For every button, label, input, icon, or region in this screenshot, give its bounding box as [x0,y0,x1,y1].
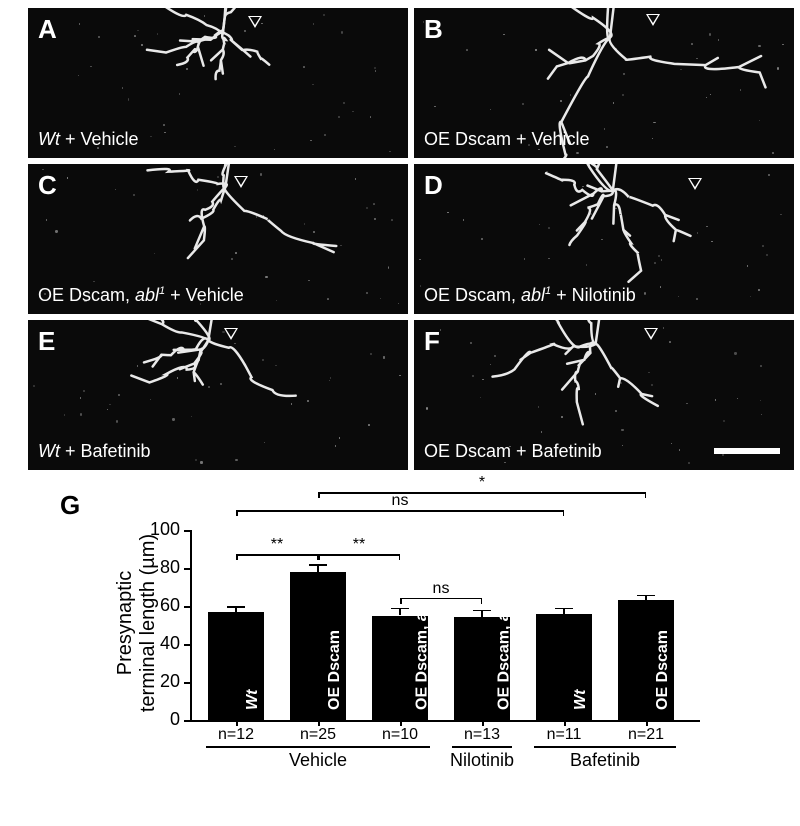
n-label: n=10 [368,726,432,744]
panel-e: E Wt + Bafetinib [28,320,408,470]
sig-bracket [318,492,646,494]
sig-bracket [236,510,238,516]
sig-bracket [318,554,320,560]
panel-c: C OE Dscam, abl1 + Vehicle [28,164,408,314]
panel-d: D OE Dscam, abl1 + Nilotinib [414,164,794,314]
sig-bracket [400,598,402,604]
panel-label: A [38,14,57,45]
sig-bracket [318,492,320,498]
panel-label: B [424,14,443,45]
y-tick [184,606,190,608]
arrowhead-icon [224,328,238,340]
sig-bracket [481,598,483,604]
group-label: Vehicle [202,750,434,771]
bar-label: Wt [244,690,262,710]
y-tick [184,720,190,722]
panel-caption: OE Dscam + Vehicle [424,129,590,150]
sig-bracket [318,554,400,556]
sig-label: ns [382,492,418,510]
y-tick [184,530,190,532]
sig-bracket [236,554,238,560]
y-axis [190,530,192,720]
arrowhead-icon [248,16,262,28]
panel-a: A Wt + Vehicle [28,8,408,158]
error-cap [309,564,327,566]
panel-label: D [424,170,443,201]
n-label: n=25 [286,726,350,744]
panel-g-label: G [60,490,80,521]
arrowhead-icon [646,14,660,26]
arrowhead-icon [644,328,658,340]
sig-label: ** [341,536,377,554]
bar-label: Wt [572,690,590,710]
n-underline [452,746,512,748]
panel-label: C [38,170,57,201]
panel-label: E [38,326,55,357]
panel-label: F [424,326,440,357]
panel-caption: OE Dscam + Bafetinib [424,441,602,462]
error-cap [391,608,409,610]
sig-bracket [399,554,401,560]
panel-caption: Wt + Bafetinib [38,441,151,462]
bar-label: OE Dscam, abl1 [408,591,431,710]
x-tick [236,720,238,726]
panel-caption: OE Dscam, abl1 + Vehicle [38,285,244,306]
arrowhead-icon [688,178,702,190]
error-cap [473,610,491,612]
x-tick [318,720,320,726]
x-tick [646,720,648,726]
sig-bracket [236,510,564,512]
y-tick [184,682,190,684]
n-label: n=21 [614,726,678,744]
group-label: Nilotinib [448,750,516,771]
scale-bar [714,448,780,454]
x-tick [482,720,484,726]
n-label: n=13 [450,726,514,744]
error-cap [555,608,573,610]
bar-label: OE Dscam [326,630,344,710]
sig-bracket [645,492,647,498]
n-label: n=11 [532,726,596,744]
arrowhead-icon [234,176,248,188]
sig-bracket [236,554,318,556]
n-label: n=12 [204,726,268,744]
x-tick [400,720,402,726]
bar-label: OE Dscam, abl1 [490,591,513,710]
bar-chart: 020406080100Presynapticterminal length (… [190,484,702,794]
sig-label: * [464,474,500,492]
y-axis-title: Presynapticterminal length (µm) [114,528,160,718]
error-cap [637,595,655,597]
sig-label: ** [259,536,295,554]
panel-caption: Wt + Vehicle [38,129,139,150]
sig-bracket [400,598,482,600]
panel-f: F OE Dscam + Bafetinib [414,320,794,470]
panel-caption: OE Dscam, abl1 + Nilotinib [424,285,636,306]
x-axis [190,720,700,722]
sig-bracket [563,510,565,516]
n-underline [206,746,430,748]
figure: A Wt + Vehicle B OE Dscam + Vehicle C OE Dsca… [0,0,800,826]
group-label: Bafetinib [530,750,680,771]
y-tick [184,568,190,570]
sig-label: ns [423,580,459,598]
panel-b: B OE Dscam + Vehicle [414,8,794,158]
error-cap [227,606,245,608]
y-tick [184,644,190,646]
x-tick [564,720,566,726]
n-underline [534,746,676,748]
bar-label: OE Dscam [654,630,672,710]
